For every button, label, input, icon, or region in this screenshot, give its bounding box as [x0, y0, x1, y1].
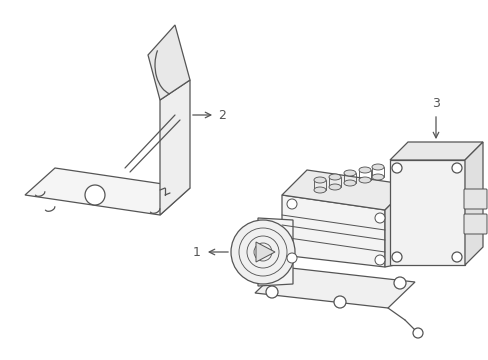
Polygon shape [256, 242, 274, 262]
Circle shape [265, 286, 278, 298]
Circle shape [333, 296, 346, 308]
Text: 2: 2 [218, 108, 225, 122]
Polygon shape [25, 168, 190, 215]
Circle shape [412, 328, 422, 338]
Text: 1: 1 [193, 246, 201, 258]
Polygon shape [160, 80, 190, 215]
FancyBboxPatch shape [463, 189, 486, 209]
Polygon shape [148, 25, 190, 100]
Ellipse shape [313, 177, 325, 183]
Circle shape [286, 253, 296, 263]
Ellipse shape [343, 170, 355, 176]
Ellipse shape [328, 184, 340, 190]
Ellipse shape [371, 164, 383, 170]
Polygon shape [254, 267, 414, 308]
Circle shape [391, 252, 401, 262]
Circle shape [85, 185, 105, 205]
Circle shape [374, 255, 384, 265]
Ellipse shape [328, 174, 340, 180]
Polygon shape [464, 142, 482, 265]
Ellipse shape [343, 180, 355, 186]
Circle shape [451, 252, 461, 262]
Polygon shape [258, 218, 292, 286]
Circle shape [391, 163, 401, 173]
Circle shape [393, 277, 405, 289]
Polygon shape [282, 195, 384, 267]
Ellipse shape [371, 174, 383, 180]
Circle shape [374, 213, 384, 223]
Circle shape [286, 199, 296, 209]
Polygon shape [384, 185, 409, 267]
Circle shape [451, 163, 461, 173]
Ellipse shape [358, 177, 370, 183]
FancyBboxPatch shape [463, 214, 486, 234]
Circle shape [230, 220, 294, 284]
Polygon shape [282, 170, 409, 210]
Ellipse shape [313, 187, 325, 193]
Polygon shape [389, 160, 464, 265]
Ellipse shape [358, 167, 370, 173]
Polygon shape [389, 142, 482, 160]
Text: 3: 3 [431, 97, 439, 110]
